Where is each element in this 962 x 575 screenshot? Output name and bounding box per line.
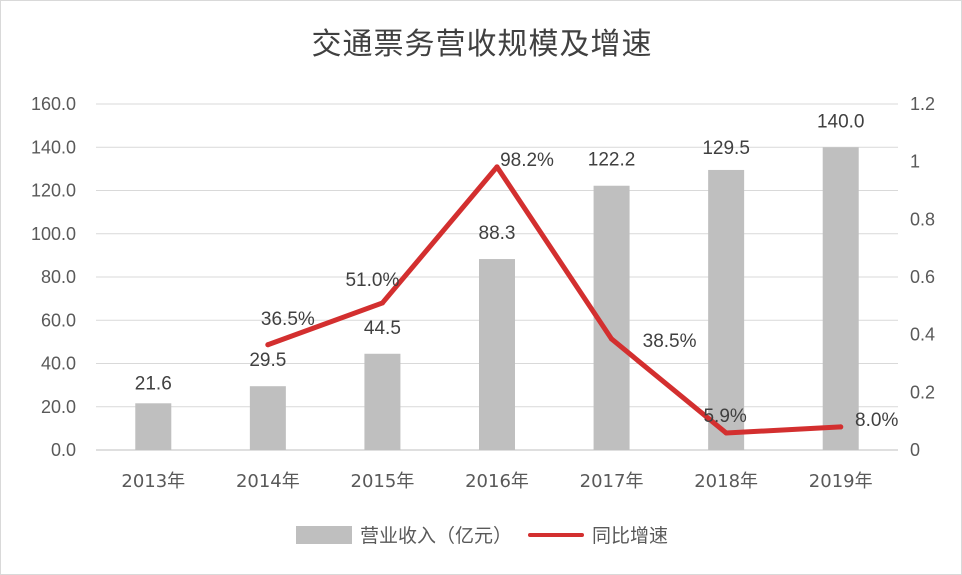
legend-label-revenue: 营业收入（亿元）: [359, 525, 512, 547]
line-data-label: 5.9%: [703, 406, 746, 427]
y-left-tick: 160.0: [31, 94, 76, 114]
x-tick: 2018年: [694, 471, 758, 492]
y-left-tick: 60.0: [41, 310, 76, 330]
growth-point: [494, 164, 500, 170]
growth-point: [838, 424, 844, 430]
bar-data-label: 140.0: [817, 111, 865, 132]
plot-area: 0.0 20.0 40.0 60.0 80.0 100.0 120.0 140.0 160.0 0…: [31, 94, 935, 492]
growth-point: [723, 430, 729, 436]
bar: [135, 403, 172, 450]
x-tick: 2014年: [236, 471, 300, 492]
legend-item-revenue: 营业收入（亿元）: [295, 521, 512, 548]
growth-point: [609, 336, 615, 342]
x-tick: 2017年: [580, 471, 644, 492]
bar: [822, 147, 859, 450]
y-left-tick: 40.0: [41, 354, 76, 374]
x-tick: 2013年: [121, 471, 185, 492]
line-data-label: 8.0%: [855, 410, 898, 431]
bar-data-label: 44.5: [364, 318, 401, 339]
bar-data-label: 21.6: [135, 373, 172, 394]
y-right-tick: 0.2: [910, 382, 935, 402]
legend: 营业收入（亿元） 同比增速: [1, 521, 962, 548]
y-left-tick: 0.0: [51, 440, 76, 460]
y-right-tick: 0: [910, 440, 920, 460]
line-data-label: 98.2%: [500, 150, 554, 171]
line-data-label: 51.0%: [345, 270, 399, 291]
legend-item-growth: 同比增速: [528, 521, 668, 548]
bar: [479, 259, 515, 450]
chart-title: 交通票务营收规模及增速: [311, 27, 653, 62]
bar: [249, 386, 286, 450]
legend-swatch-line: [528, 532, 584, 537]
x-tick: 2016年: [465, 471, 529, 492]
y-left-tick: 100.0: [31, 224, 76, 244]
x-tick: 2015年: [351, 471, 415, 492]
y-left-tick: 120.0: [31, 181, 76, 201]
x-tick: 2019年: [809, 471, 873, 492]
y-right-tick: 0.4: [910, 325, 935, 345]
y-right-tick: 1.2: [910, 94, 935, 114]
legend-swatch-bar: [295, 525, 352, 544]
y-left-tick: 20.0: [41, 397, 76, 417]
line-data-label: 36.5%: [261, 309, 315, 330]
bar-data-label: 88.3: [479, 223, 516, 244]
bar-data-label: 29.5: [249, 350, 286, 371]
bar: [364, 353, 401, 450]
y-left-tick: 140.0: [31, 137, 76, 157]
legend-label-growth: 同比增速: [592, 525, 669, 547]
y-right-tick: 1: [910, 152, 920, 172]
y-left-tick: 80.0: [41, 267, 76, 287]
y-right-tick: 0.6: [910, 267, 935, 287]
growth-point: [379, 300, 385, 306]
bar-data-label: 122.2: [588, 150, 636, 171]
growth-line: [265, 164, 844, 436]
y-right-tick: 0.8: [910, 209, 935, 229]
growth-point: [265, 342, 271, 348]
line-data-label: 38.5%: [643, 331, 697, 352]
bar-data-label: 129.5: [702, 138, 750, 159]
bar: [708, 169, 745, 451]
